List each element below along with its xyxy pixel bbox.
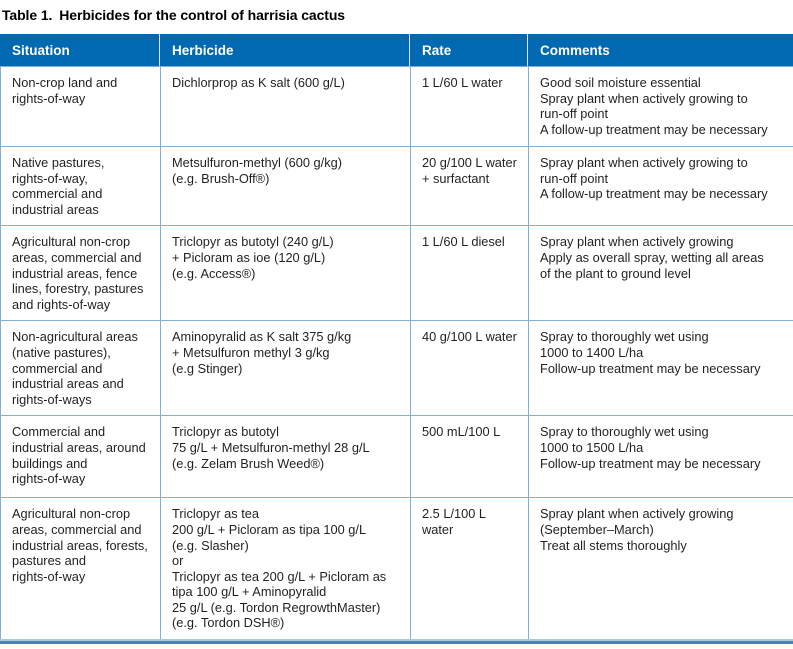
table-title-text: Herbicides for the control of harrisia c… (59, 7, 345, 23)
cell-herbicide: Triclopyr as tea 200 g/L + Picloram as t… (160, 497, 410, 640)
cell-rate: 1 L/60 L diesel (410, 225, 528, 321)
column-header-comments: Comments (528, 34, 793, 66)
table-row: Agricultural non-crop areas, commercial … (0, 225, 793, 321)
cell-rate: 40 g/100 L water (410, 320, 528, 416)
cell-situation: Commercial and industrial areas, around … (0, 415, 160, 498)
column-header-situation: Situation (0, 34, 160, 66)
page-title: Table 1. Herbicides for the control of ha… (2, 7, 793, 23)
table-header-row: Situation Herbicide Rate Comments (0, 34, 793, 66)
cell-rate: 2.5 L/100 L water (410, 497, 528, 640)
cell-situation: Native pastures, rights-of-way, commerci… (0, 146, 160, 226)
herbicide-table: Situation Herbicide Rate Comments Non-cr… (0, 34, 793, 640)
column-header-herbicide: Herbicide (160, 34, 410, 66)
table-row: Agricultural non-crop areas, commercial … (0, 497, 793, 640)
cell-comments: Spray to thoroughly wet using 1000 to 14… (528, 320, 793, 416)
cell-rate: 1 L/60 L water (410, 66, 528, 146)
cell-herbicide: Dichlorprop as K salt (600 g/L) (160, 66, 410, 146)
table-row: Commercial and industrial areas, around … (0, 415, 793, 498)
cell-comments: Spray plant when actively growing (Septe… (528, 497, 793, 640)
cell-comments: Spray plant when actively growing Apply … (528, 225, 793, 321)
table-bottom-accent-light (0, 639, 793, 642)
table-row: Non-agricultural areas (native pastures)… (0, 320, 793, 416)
cell-situation: Agricultural non-crop areas, commercial … (0, 497, 160, 640)
table-number-label: Table 1. (2, 7, 53, 23)
cell-situation: Non-crop land and rights-of-way (0, 66, 160, 146)
cell-herbicide: Triclopyr as butotyl (240 g/L) + Piclora… (160, 225, 410, 321)
cell-comments: Good soil moisture essential Spray plant… (528, 66, 793, 146)
cell-herbicide: Metsulfuron-methyl (600 g/kg) (e.g. Brus… (160, 146, 410, 226)
table-row: Non-crop land and rights-of-way Dichlorp… (0, 66, 793, 146)
cell-comments: Spray to thoroughly wet using 1000 to 15… (528, 415, 793, 498)
cell-situation: Agricultural non-crop areas, commercial … (0, 225, 160, 321)
cell-rate: 20 g/100 L water + surfactant (410, 146, 528, 226)
cell-situation: Non-agricultural areas (native pastures)… (0, 320, 160, 416)
table-row: Native pastures, rights-of-way, commerci… (0, 146, 793, 226)
cell-herbicide: Aminopyralid as K salt 375 g/kg + Metsul… (160, 320, 410, 416)
cell-herbicide: Triclopyr as butotyl 75 g/L + Metsulfuro… (160, 415, 410, 498)
column-header-rate: Rate (410, 34, 528, 66)
cell-rate: 500 mL/100 L (410, 415, 528, 498)
cell-comments: Spray plant when actively growing to run… (528, 146, 793, 226)
